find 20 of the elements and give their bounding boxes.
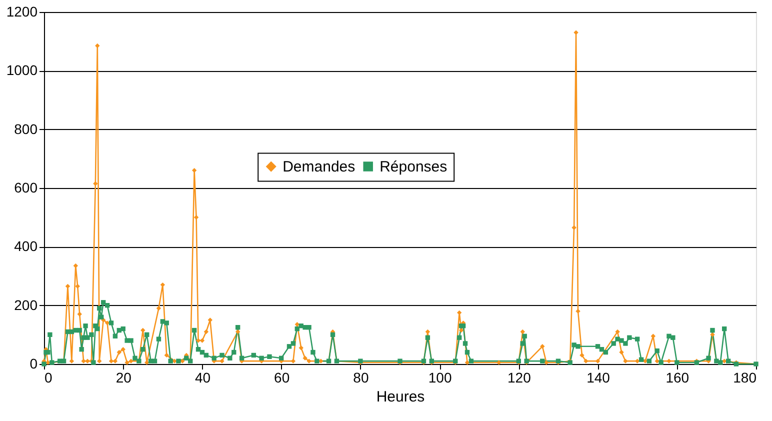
y-tick-label: 400	[14, 238, 38, 254]
y-tick-label: 0	[30, 356, 38, 372]
x-tick-label: 20	[116, 370, 132, 386]
x-tick-label: 0	[44, 370, 52, 386]
x-tick-label: 140	[586, 370, 610, 386]
y-tick-label: 800	[14, 120, 38, 137]
x-tick-label: 40	[194, 370, 211, 386]
x-tick-label: 120	[507, 370, 532, 386]
x-tick-label: 180	[733, 370, 757, 386]
legend-label: Demandes	[282, 158, 356, 176]
x-tick-label: 60	[274, 370, 290, 386]
x-axis-title: Heures	[376, 388, 425, 406]
x-tick-label: 80	[353, 370, 369, 386]
y-tick-label: 1000	[6, 62, 38, 78]
x-tick-label: 160	[666, 370, 690, 386]
legend-label: Réponses	[380, 158, 448, 176]
y-tick-label: 1200	[6, 4, 38, 20]
x-tick-label: 100	[428, 370, 452, 386]
y-tick-label: 600	[14, 180, 38, 196]
y-tick-label: 200	[14, 296, 38, 313]
